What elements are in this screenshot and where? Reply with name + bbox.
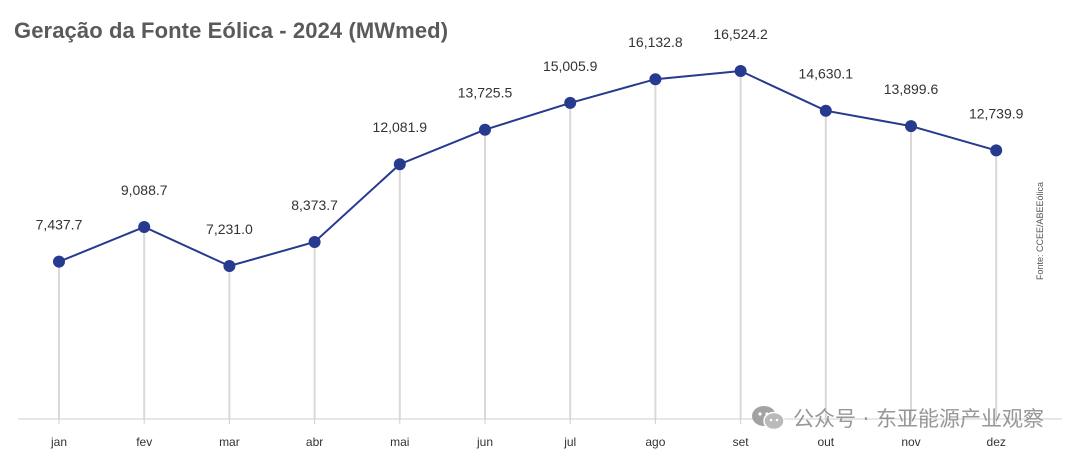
data-label-ago: 16,132.8 <box>628 34 683 50</box>
data-point-dez <box>990 144 1003 157</box>
data-label-fev: 9,088.7 <box>121 182 168 198</box>
data-label-out: 14,630.1 <box>799 66 854 82</box>
watermark-text: 公众号 · 东亚能源产业观察 <box>792 407 1044 431</box>
watermark: 公众号 · 东亚能源产业观察 <box>751 403 1044 433</box>
data-point-ago <box>649 73 662 86</box>
x-tick-label-abr: abr <box>306 435 323 449</box>
data-label-mar: 7,231.0 <box>206 221 253 237</box>
data-point-jun <box>479 123 491 136</box>
x-tick-labels: jan fev mar abr mai jun jul ago set out nov dez <box>50 435 1006 449</box>
data-point-jul <box>564 96 577 109</box>
data-labels: 7,437.7 9,088.7 7,231.0 8,373.7 12,081.9 13,7… <box>36 26 1024 237</box>
x-tick-label-mar: mar <box>219 435 240 449</box>
data-label-set: 16,524.2 <box>713 26 768 42</box>
chart-title: Geração da Fonte Eólica - 2024 (MWmed) <box>14 18 449 43</box>
data-point-mar <box>223 260 236 272</box>
x-axis-ticks <box>58 419 997 424</box>
data-point-jan <box>53 255 65 268</box>
data-markers <box>53 65 1003 272</box>
data-point-nov <box>905 120 917 133</box>
source-note: Fonte: CCEE/ABEEólica <box>1035 182 1045 280</box>
x-tick-label-mai: mai <box>390 435 409 449</box>
data-label-abr: 8,373.7 <box>291 197 338 213</box>
x-tick-label-jan: jan <box>50 435 67 449</box>
data-point-out <box>819 104 832 117</box>
wechat-icon <box>751 406 785 431</box>
data-label-dez: 12,739.9 <box>969 105 1024 121</box>
x-tick-label-out: out <box>817 435 834 449</box>
x-tick-label-jun: jun <box>476 435 493 449</box>
series-line <box>58 69 997 268</box>
x-tick-label-ago: ago <box>645 435 665 449</box>
drop-lines <box>58 71 998 419</box>
x-tick-label-jul: jul <box>563 435 576 449</box>
x-tick-label-set: set <box>733 435 750 449</box>
data-label-nov: 13,899.6 <box>884 81 939 97</box>
data-point-set <box>734 65 747 77</box>
x-tick-label-fev: fev <box>136 435 152 449</box>
data-label-mai: 12,081.9 <box>373 119 428 135</box>
x-tick-label-dez: dez <box>987 435 1006 449</box>
data-point-fev <box>138 221 151 234</box>
data-point-mai <box>393 158 406 171</box>
data-label-jan: 7,437.7 <box>36 217 83 233</box>
x-tick-label-nov: nov <box>901 435 920 449</box>
data-label-jul: 15,005.9 <box>543 58 598 74</box>
data-point-abr <box>308 236 321 249</box>
data-label-jun: 13,725.5 <box>458 85 513 101</box>
